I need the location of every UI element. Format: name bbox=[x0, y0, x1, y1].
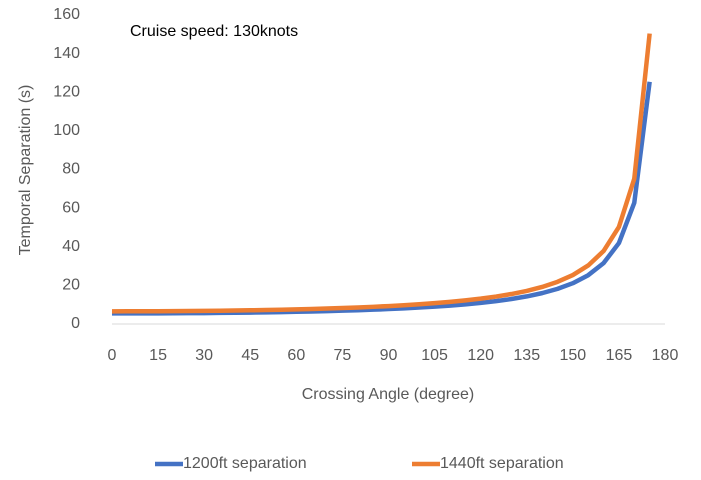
x-tick-label: 105 bbox=[421, 347, 448, 364]
x-tick-label: 180 bbox=[652, 347, 679, 364]
x-tick-label: 90 bbox=[380, 347, 398, 364]
y-tick-label: 0 bbox=[71, 315, 80, 332]
legend-label: 1440ft separation bbox=[440, 455, 564, 472]
y-tick-label: 120 bbox=[53, 83, 80, 100]
x-tick-label: 135 bbox=[513, 347, 540, 364]
y-tick-label: 40 bbox=[62, 238, 80, 255]
y-tick-label: 160 bbox=[53, 6, 80, 23]
y-tick-label: 100 bbox=[53, 122, 80, 139]
x-tick-label: 60 bbox=[287, 347, 305, 364]
y-tick-label: 20 bbox=[62, 277, 80, 294]
x-tick-label: 15 bbox=[149, 347, 167, 364]
y-tick-label: 140 bbox=[53, 45, 80, 62]
x-axis-label: Crossing Angle (degree) bbox=[302, 386, 475, 403]
x-tick-label: 45 bbox=[241, 347, 259, 364]
x-tick-label: 165 bbox=[606, 347, 633, 364]
x-tick-label: 75 bbox=[334, 347, 352, 364]
y-tick-label: 60 bbox=[62, 199, 80, 216]
y-axis-label: Temporal Separation (s) bbox=[17, 85, 34, 256]
x-tick-label: 120 bbox=[467, 347, 494, 364]
x-tick-label: 30 bbox=[195, 347, 213, 364]
series-line bbox=[111, 33, 652, 314]
annotation: Cruise speed: 130knots bbox=[130, 23, 298, 40]
x-tick-label: 150 bbox=[559, 347, 586, 364]
y-tick-label: 80 bbox=[62, 161, 80, 178]
x-tick-label: 0 bbox=[108, 347, 117, 364]
legend-label: 1200ft separation bbox=[183, 455, 307, 472]
